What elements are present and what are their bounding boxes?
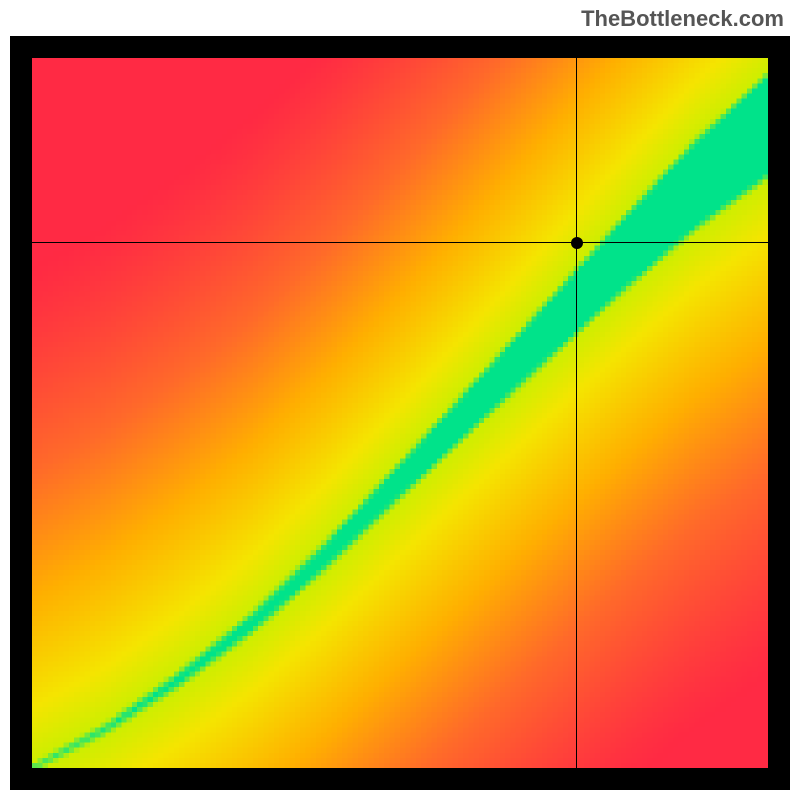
crosshair-horizontal <box>32 242 768 243</box>
crosshair-vertical <box>576 58 577 768</box>
plot-area <box>10 36 790 790</box>
watermark-text: TheBottleneck.com <box>581 6 784 32</box>
heatmap-canvas <box>32 58 768 768</box>
selection-marker <box>571 237 583 249</box>
